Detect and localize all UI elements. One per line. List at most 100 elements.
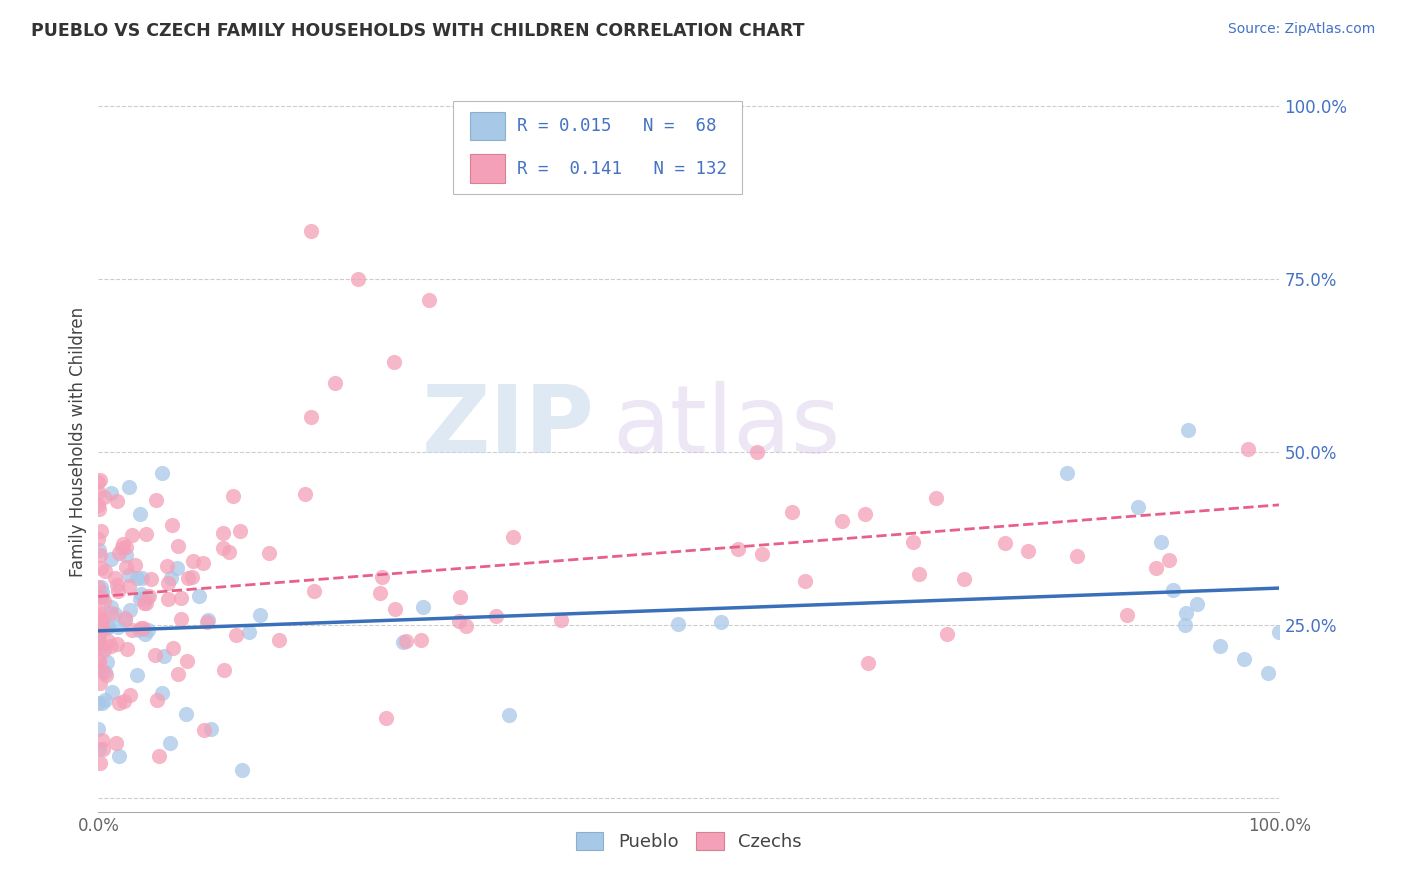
- Point: [299, 410, 322, 425]
- Point: [100, 599, 122, 614]
- Point: [94, 668, 117, 682]
- FancyBboxPatch shape: [453, 101, 742, 194]
- Point: [1209, 639, 1232, 653]
- Point: [218, 544, 240, 558]
- Point: [176, 654, 198, 668]
- Point: [90, 733, 112, 747]
- Point: [127, 668, 149, 682]
- Point: [502, 530, 524, 544]
- Point: [131, 570, 153, 584]
- Point: [94, 665, 117, 679]
- Point: [197, 614, 219, 628]
- Point: [745, 445, 768, 459]
- Point: [148, 749, 170, 764]
- Point: [89, 636, 111, 650]
- Point: [90, 696, 112, 710]
- Point: [87, 475, 110, 490]
- Point: [953, 572, 976, 586]
- Point: [101, 684, 124, 698]
- Point: [193, 723, 215, 738]
- Point: [166, 666, 188, 681]
- Point: [118, 479, 141, 493]
- Point: [87, 533, 110, 547]
- Point: [156, 576, 179, 591]
- Point: [1056, 466, 1078, 480]
- Point: [550, 613, 572, 627]
- Point: [229, 524, 252, 538]
- Point: [89, 639, 111, 653]
- Point: [152, 649, 174, 664]
- Point: [97, 620, 120, 634]
- Point: [267, 633, 290, 648]
- FancyBboxPatch shape: [471, 112, 505, 140]
- Point: [125, 571, 148, 585]
- Point: [105, 577, 128, 591]
- Point: [108, 696, 131, 710]
- Point: [222, 489, 245, 503]
- Point: [115, 641, 138, 656]
- Point: [167, 539, 190, 553]
- Point: [211, 541, 233, 555]
- Point: [231, 763, 253, 777]
- Point: [107, 583, 129, 598]
- Point: [112, 537, 135, 551]
- Point: [90, 580, 112, 594]
- Point: [447, 615, 470, 629]
- Point: [89, 474, 111, 488]
- Point: [118, 579, 141, 593]
- Point: [128, 623, 150, 637]
- Point: [156, 559, 179, 574]
- Point: [498, 707, 520, 722]
- Point: [100, 551, 122, 566]
- Point: [160, 571, 183, 585]
- Point: [108, 749, 131, 764]
- Point: [87, 626, 110, 640]
- Point: [1237, 442, 1260, 457]
- Point: [89, 676, 111, 690]
- Point: [129, 621, 152, 635]
- Point: [87, 580, 110, 594]
- Point: [418, 293, 440, 307]
- Point: [162, 640, 184, 655]
- Point: [323, 376, 346, 390]
- Point: [1161, 583, 1184, 598]
- Point: [751, 547, 773, 561]
- Point: [143, 648, 166, 662]
- Point: [87, 722, 110, 736]
- Point: [90, 590, 112, 604]
- Point: [138, 589, 160, 603]
- Point: [146, 692, 169, 706]
- Point: [94, 693, 117, 707]
- Point: [159, 735, 181, 749]
- Point: [1268, 624, 1291, 639]
- Point: [91, 641, 114, 656]
- Point: [93, 643, 115, 657]
- Point: [114, 613, 136, 627]
- Point: [780, 505, 803, 519]
- Point: [299, 223, 322, 237]
- Point: [105, 493, 128, 508]
- Point: [994, 536, 1017, 550]
- Point: [1144, 560, 1167, 574]
- Point: [87, 696, 110, 710]
- Point: [96, 655, 118, 669]
- Point: [727, 541, 749, 556]
- Point: [370, 585, 392, 599]
- Point: [1150, 534, 1173, 549]
- Point: [409, 633, 432, 648]
- Point: [121, 528, 143, 542]
- Point: [166, 560, 188, 574]
- Point: [395, 634, 418, 648]
- Text: R =  0.141   N = 132: R = 0.141 N = 132: [516, 160, 727, 178]
- Point: [91, 614, 114, 628]
- Point: [100, 486, 122, 500]
- Point: [132, 621, 155, 635]
- Point: [87, 742, 110, 756]
- Point: [181, 553, 204, 567]
- Point: [392, 634, 415, 648]
- Point: [89, 549, 111, 563]
- Point: [87, 630, 110, 644]
- Point: [1126, 500, 1149, 515]
- Point: [1116, 607, 1139, 622]
- Point: [1177, 423, 1199, 437]
